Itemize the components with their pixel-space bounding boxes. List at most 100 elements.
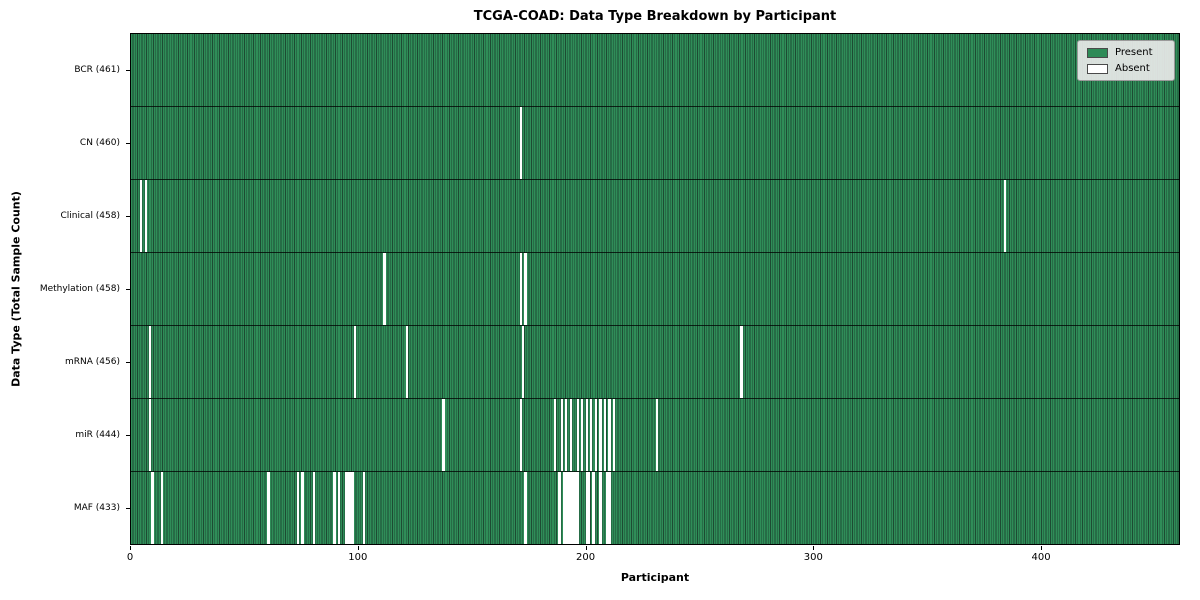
- x-tick-label: 0: [126, 552, 134, 563]
- y-tick-mark: [126, 288, 130, 290]
- y-tick-mark: [126, 362, 130, 364]
- legend-swatch-present: [1087, 47, 1108, 58]
- y-tick-label: CN (460): [79, 137, 120, 148]
- absent-stripe: [353, 326, 357, 398]
- absent-stripe: [144, 180, 147, 252]
- absent-stripe: [608, 472, 611, 544]
- legend-item-present: Present: [1087, 47, 1165, 58]
- absent-stripe: [524, 253, 527, 325]
- absent-stripe: [519, 253, 522, 325]
- absent-stripe: [442, 399, 445, 471]
- absent-stripe: [519, 399, 522, 471]
- legend-item-absent: Absent: [1087, 63, 1165, 74]
- absent-stripe: [333, 472, 336, 544]
- y-tick-mark: [126, 508, 130, 510]
- y-tick-bcr: BCR (461): [0, 33, 130, 106]
- y-tick-label: Clinical (458): [60, 210, 120, 221]
- x-axis-ticks: 0 100 200 300 400: [126, 545, 1180, 569]
- absent-stripe: [267, 472, 270, 544]
- y-tick-mark: [126, 69, 130, 71]
- x-tick-label: 300: [803, 552, 823, 563]
- absent-stripe: [151, 472, 154, 544]
- absent-stripe: [585, 399, 588, 471]
- absent-stripe: [599, 399, 602, 471]
- absent-stripe: [594, 399, 598, 471]
- absent-stripe: [574, 472, 577, 544]
- chart-title: TCGA-COAD: Data Type Breakdown by Partic…: [473, 9, 837, 24]
- absent-stripe: [558, 472, 561, 544]
- heatmap-row-mrna: [131, 325, 1179, 398]
- x-tick-mark: [585, 546, 587, 550]
- absent-stripe: [612, 399, 616, 471]
- x-axis-title: Participant: [620, 571, 690, 584]
- absent-stripe: [1003, 180, 1007, 252]
- absent-stripe: [608, 399, 611, 471]
- plot-area: [130, 33, 1180, 545]
- y-tick-mark: [126, 142, 130, 144]
- absent-stripe: [606, 472, 609, 544]
- absent-stripe: [406, 326, 409, 398]
- absent-stripe: [160, 472, 163, 544]
- x-tick-mark: [130, 546, 131, 550]
- absent-stripe: [585, 472, 588, 544]
- absent-stripe: [562, 472, 566, 544]
- absent-stripe: [581, 399, 584, 471]
- absent-stripe: [576, 399, 579, 471]
- absent-stripe: [587, 472, 591, 544]
- absent-stripe: [383, 253, 386, 325]
- heatmap-row-mir: [131, 398, 1179, 471]
- y-tick-mrna: mRNA (456): [0, 326, 130, 399]
- absent-stripe: [592, 472, 595, 544]
- y-tick-mark: [126, 435, 130, 437]
- y-tick-mark: [126, 215, 130, 217]
- absent-stripe: [553, 399, 557, 471]
- absent-stripe: [140, 180, 143, 252]
- absent-stripe: [603, 399, 607, 471]
- x-tick-mark: [813, 546, 815, 550]
- absent-stripe: [349, 472, 352, 544]
- y-tick-maf: MAF (433): [0, 472, 130, 545]
- absent-stripe: [576, 472, 579, 544]
- y-tick-label: mRNA (456): [65, 357, 120, 368]
- legend-label-absent: Absent: [1115, 63, 1150, 74]
- y-tick-clinical: Clinical (458): [0, 179, 130, 252]
- absent-stripe: [656, 399, 659, 471]
- absent-stripe: [572, 472, 575, 544]
- absent-stripe: [346, 472, 350, 544]
- heatmap-row-bcr: [131, 34, 1179, 106]
- absent-stripe: [344, 472, 347, 544]
- absent-stripe: [522, 326, 525, 398]
- absent-stripe: [599, 472, 602, 544]
- y-tick-label: miR (444): [75, 430, 120, 441]
- legend-swatch-absent: [1087, 63, 1108, 74]
- absent-stripe: [565, 472, 568, 544]
- absent-stripe: [524, 472, 527, 544]
- absent-stripe: [351, 472, 354, 544]
- absent-stripe: [301, 472, 304, 544]
- absent-stripe: [312, 472, 316, 544]
- x-tick-label: 200: [575, 552, 596, 563]
- y-axis-labels: BCR (461) CN (460) Clinical (458) Methylati…: [0, 33, 130, 545]
- absent-stripe: [569, 399, 573, 471]
- absent-stripe: [337, 472, 341, 544]
- heatmap-row-clinical: [131, 179, 1179, 252]
- absent-stripe: [569, 472, 573, 544]
- heatmap-row-maf: [131, 471, 1179, 544]
- y-tick-label: Methylation (458): [39, 283, 120, 294]
- y-tick-cn: CN (460): [0, 106, 130, 179]
- absent-stripe: [560, 399, 563, 471]
- x-tick-mark: [357, 546, 359, 550]
- heatmap-row-cn: [131, 106, 1179, 179]
- absent-stripe: [740, 326, 743, 398]
- x-tick-label: 400: [1031, 552, 1051, 563]
- y-tick-methylation: Methylation (458): [0, 252, 130, 325]
- absent-stripe: [565, 399, 568, 471]
- legend-label-present: Present: [1115, 47, 1153, 58]
- y-tick-label: BCR (461): [74, 64, 120, 75]
- absent-stripe: [590, 399, 593, 471]
- absent-stripe: [567, 472, 570, 544]
- y-tick-label: MAF (433): [73, 503, 120, 514]
- x-tick-mark: [1041, 546, 1043, 550]
- absent-stripe: [296, 472, 300, 544]
